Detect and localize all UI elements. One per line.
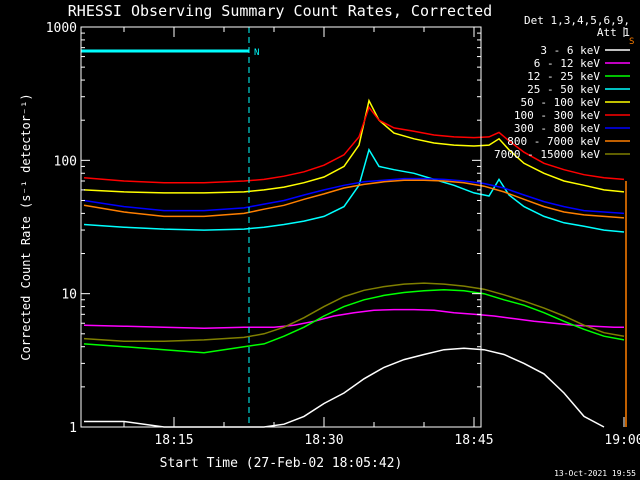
- flag-label-2: S: [629, 37, 634, 47]
- x-tick-label: 18:15: [154, 433, 193, 448]
- y-tick-label: 10: [61, 288, 77, 303]
- series-line-6-0: [83, 177, 625, 215]
- legend-entry-label: 12 - 25 keV: [527, 70, 600, 83]
- series-line-4-0: [83, 98, 625, 194]
- footer-date: 13-Oct-2021 19:55: [554, 469, 636, 478]
- legend-entry-label: 6 - 12 keV: [534, 57, 601, 70]
- legend-header: Att 1: [597, 26, 630, 39]
- x-tick-label: 18:30: [304, 433, 343, 448]
- series-line-3-0: [83, 147, 625, 233]
- x-tick-label: 18:45: [454, 433, 493, 448]
- legend-entry-label: 25 - 50 keV: [527, 83, 600, 96]
- legend-entry-label: 100 - 300 keV: [514, 109, 600, 122]
- flag-label-0: N: [254, 48, 259, 58]
- series-line-8-0: [83, 282, 625, 342]
- y-tick-label: 1: [69, 421, 77, 436]
- legend-entry-label: 800 - 7000 keV: [507, 135, 600, 148]
- y-axis-label: Corrected Count Rate (s⁻¹ detector⁻¹): [19, 93, 33, 360]
- legend-entry-label: 3 - 6 keV: [540, 44, 600, 57]
- series-line-1-0: [83, 308, 624, 330]
- legend-entry-label: 7000 - 15000 keV: [494, 148, 600, 161]
- legend-entry-label: 50 - 100 keV: [521, 96, 601, 109]
- series-line-7-0: [83, 179, 625, 219]
- plot-axes: 110100100018:1518:3018:4519:0019:1519:30…: [46, 21, 640, 448]
- plot-traces: [83, 98, 627, 428]
- chart-title: RHESSI Observing Summary Count Rates, Co…: [68, 2, 492, 20]
- legend-header: Det 1,3,4,5,6,9,: [524, 14, 630, 27]
- y-tick-label: 1000: [46, 21, 77, 36]
- x-tick-label: 19:00: [604, 433, 640, 448]
- x-axis-label: Start Time (27-Feb-02 18:05:42): [160, 456, 403, 471]
- series-line-5-0: [83, 105, 625, 184]
- series-line-2-0: [83, 288, 625, 354]
- legend-entry-label: 300 - 800 keV: [514, 122, 600, 135]
- y-tick-label: 100: [54, 154, 77, 169]
- plot-markers: NS: [81, 27, 634, 427]
- plot-frame: [80, 26, 482, 428]
